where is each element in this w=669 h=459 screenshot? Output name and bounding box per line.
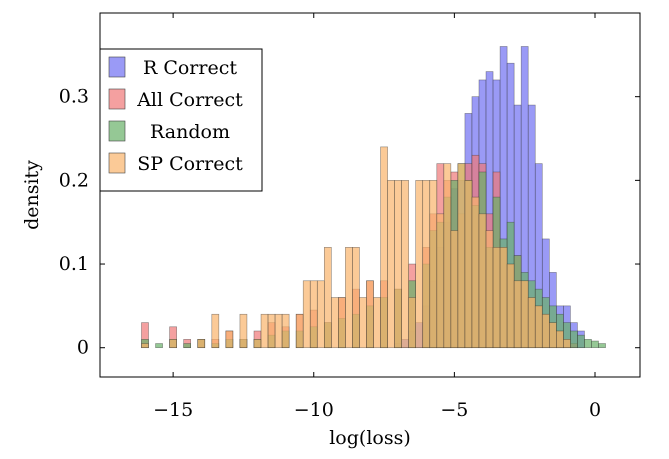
sp-correct-bar	[563, 339, 571, 349]
sp-correct-bar	[352, 247, 360, 349]
sp-correct-bar	[457, 163, 466, 349]
sp-correct-bar	[225, 330, 234, 349]
sp-correct-bar	[520, 280, 529, 349]
sp-correct-bar	[366, 280, 374, 349]
sp-correct-bar	[295, 313, 304, 349]
sp-correct-bar	[239, 313, 248, 349]
histogram-bars	[141, 46, 606, 349]
plot-frame	[99, 12, 641, 378]
legend-swatch	[108, 56, 126, 78]
random-bar	[570, 330, 578, 349]
sp-correct-bar	[499, 247, 508, 349]
legend-swatch	[108, 120, 126, 142]
random-bar	[598, 343, 606, 349]
sp-correct-bar	[141, 343, 149, 349]
random-bar	[584, 339, 592, 349]
legend-box	[99, 48, 263, 192]
sp-correct-bar	[316, 280, 325, 349]
axis-ticks: −15 −10 −5 0 0 0.1 0.2 0.3	[59, 13, 640, 421]
legend-label: R Correct	[143, 57, 237, 79]
x-tick-label: 0	[589, 399, 601, 421]
legend-label: Random	[150, 121, 230, 143]
y-tick-label: 0	[77, 337, 89, 359]
sp-correct-bar	[436, 213, 445, 349]
legend-swatch	[108, 88, 126, 110]
y-tick-label: 0.1	[59, 253, 89, 275]
sp-correct-bar	[331, 297, 339, 349]
sp-correct-bar	[556, 330, 564, 349]
sp-correct-bar	[260, 313, 269, 349]
sp-correct-bar	[415, 180, 424, 349]
random-bar	[183, 343, 191, 349]
sp-correct-bar	[485, 230, 494, 349]
sp-correct-bar	[464, 180, 473, 349]
y-tick-label: 0.2	[59, 169, 89, 191]
sp-correct-bar	[401, 180, 409, 349]
sp-correct-bar	[471, 196, 480, 349]
sp-correct-bar	[541, 313, 550, 349]
sp-correct-bar	[211, 313, 220, 349]
sp-correct-bar	[443, 163, 452, 349]
sp-correct-bar	[281, 313, 290, 349]
sp-correct-bar	[309, 280, 318, 349]
legend: R Correct All Correct Random SP Correct	[99, 48, 263, 192]
sp-correct-bar	[267, 313, 276, 349]
legend-label: SP Correct	[137, 153, 243, 175]
sp-correct-bar	[513, 280, 522, 349]
sp-correct-bar	[394, 180, 402, 349]
sp-correct-bar	[492, 247, 501, 349]
sp-correct-bar	[380, 146, 388, 349]
sp-correct-bar	[534, 305, 543, 349]
sp-correct-bar	[429, 180, 438, 349]
x-tick-label: −5	[440, 399, 468, 421]
sp-correct-bar	[338, 297, 346, 349]
x-tick-label: −10	[294, 399, 334, 421]
random-bar	[591, 340, 599, 349]
sp-correct-bar	[527, 297, 536, 349]
y-tick-label: 0.3	[59, 86, 89, 108]
random-bar	[577, 334, 585, 349]
x-tick-label: −15	[153, 399, 193, 421]
sp-correct-bar	[253, 339, 262, 349]
sp-correct-bar	[548, 322, 557, 349]
sp-correct-bar	[422, 180, 431, 349]
random-bar	[155, 343, 163, 349]
sp-correct-bar	[373, 297, 381, 349]
sp-correct-bar	[478, 213, 487, 349]
y-axis-label: density	[21, 160, 43, 230]
sp-correct-bar	[408, 297, 417, 349]
sp-correct-bar	[274, 313, 283, 349]
x-axis-label: log(loss)	[329, 427, 411, 449]
sp-correct-bar	[323, 247, 332, 349]
legend-swatch	[108, 152, 126, 174]
sp-correct-bar	[387, 180, 395, 349]
sp-correct-bar	[359, 297, 367, 349]
sp-correct-bar	[345, 247, 353, 349]
legend-label: All Correct	[136, 89, 243, 111]
sp-correct-bar	[450, 230, 459, 349]
sp-correct-bar	[197, 339, 206, 349]
sp-correct-bar	[169, 339, 177, 349]
sp-correct-bar	[506, 263, 515, 349]
sp-correct-bar	[302, 280, 311, 349]
